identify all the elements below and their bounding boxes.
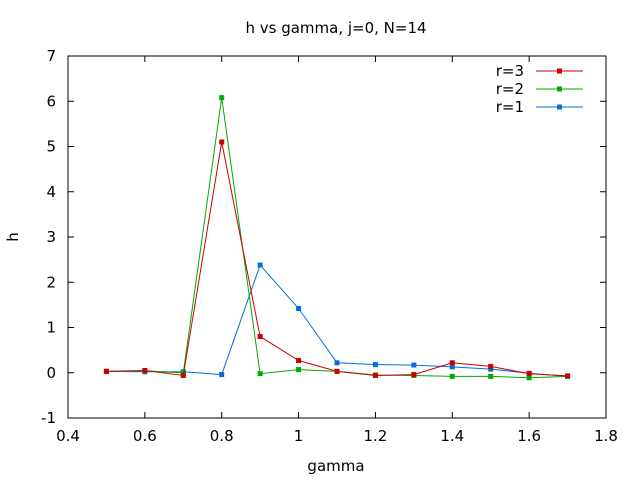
- legend-swatch-marker: [557, 86, 562, 92]
- x-tick-label: 1.2: [363, 427, 387, 445]
- x-tick-label: 1.4: [440, 427, 464, 445]
- data-point-r=1: [372, 362, 378, 368]
- y-tick-label: 2: [46, 273, 56, 291]
- data-point-r=1: [219, 372, 225, 378]
- series-r=3: [103, 139, 571, 379]
- data-point-r=2: [449, 373, 455, 379]
- data-point-r=3: [296, 358, 302, 364]
- data-point-r=1: [449, 364, 455, 370]
- y-tick-label: 0: [46, 364, 56, 382]
- data-point-r=3: [103, 368, 109, 374]
- data-point-r=3: [565, 373, 571, 379]
- y-tick-label: 5: [46, 138, 56, 156]
- data-point-r=3: [334, 368, 340, 374]
- data-point-r=3: [526, 371, 532, 377]
- legend: r=3r=2r=1: [496, 62, 583, 116]
- x-tick-label: 0.6: [133, 427, 157, 445]
- data-point-r=3: [449, 360, 455, 366]
- y-tick-label: 6: [46, 92, 56, 110]
- data-point-r=1: [296, 305, 302, 311]
- legend-label: r=3: [496, 62, 524, 80]
- data-point-r=2: [257, 371, 263, 377]
- series-layer: [103, 95, 571, 381]
- y-tick-label: 3: [46, 228, 56, 246]
- y-tick-label: -1: [41, 409, 56, 427]
- y-ticks: -1 0 1 2 3 4 5 6 7: [41, 47, 606, 427]
- x-tick-label: 1.6: [517, 427, 541, 445]
- y-tick-label: 7: [46, 47, 56, 65]
- data-point-r=2: [219, 95, 225, 101]
- data-point-r=2: [488, 373, 494, 379]
- y-tick-label: 4: [46, 183, 56, 201]
- y-tick-label: 1: [46, 319, 56, 337]
- x-tick-label: 0.8: [210, 427, 234, 445]
- data-point-r=2: [296, 367, 302, 373]
- x-ticks: 0.4 0.6 0.8 1 1.2 1.4 1.6 1.8: [56, 56, 618, 445]
- legend-label: r=2: [496, 80, 524, 98]
- data-point-r=3: [180, 372, 186, 378]
- data-point-r=3: [257, 334, 263, 340]
- legend-swatch-marker: [557, 68, 562, 74]
- data-point-r=3: [372, 372, 378, 378]
- data-point-r=3: [219, 139, 225, 145]
- x-tick-label: 1: [294, 427, 304, 445]
- legend-label: r=1: [496, 98, 524, 116]
- data-point-r=2: [526, 375, 532, 381]
- x-tick-label: 1.8: [594, 427, 618, 445]
- data-point-r=3: [488, 363, 494, 369]
- chart-title: h vs gamma, j=0, N=14: [245, 19, 426, 37]
- data-point-r=1: [257, 262, 263, 268]
- x-axis-label: gamma: [307, 457, 364, 475]
- legend-swatch-marker: [557, 104, 562, 110]
- data-point-r=3: [411, 372, 417, 378]
- data-point-r=1: [334, 360, 340, 366]
- x-tick-label: 0.4: [56, 427, 80, 445]
- y-axis-label: h: [4, 232, 22, 242]
- data-point-r=3: [142, 367, 148, 373]
- data-point-r=1: [488, 366, 494, 372]
- data-point-r=1: [411, 362, 417, 368]
